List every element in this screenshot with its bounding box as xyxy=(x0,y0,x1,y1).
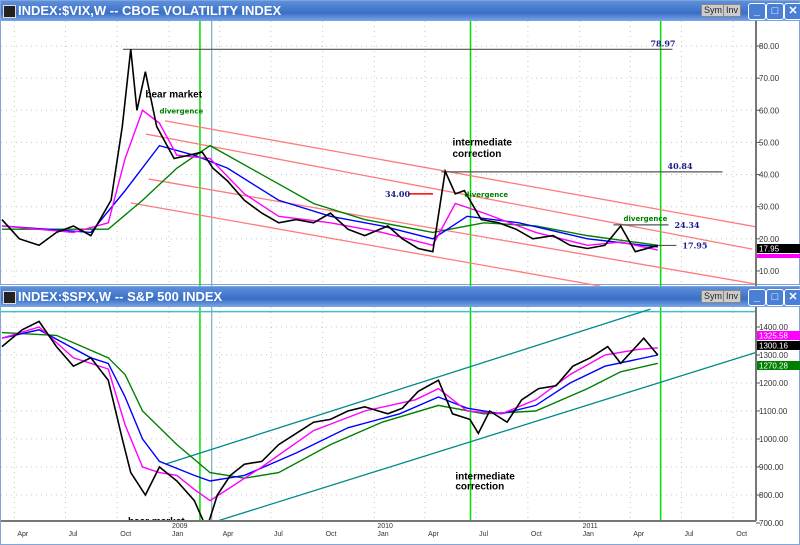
annotation: intermediate xyxy=(455,472,515,483)
spx-chart-pane: INDEX:$SPX,W -- S&P 500 INDEX Sym Inv _ … xyxy=(0,286,800,545)
x-tick-label: Jul xyxy=(274,531,283,538)
inv-button[interactable]: Inv xyxy=(723,290,742,303)
channel-trendline xyxy=(164,120,756,228)
x-tick-label: Apr xyxy=(223,531,235,538)
y-tick-label: 30.00 xyxy=(759,203,780,212)
annotation: bear market xyxy=(145,89,202,100)
channel-trendline xyxy=(145,133,753,250)
y-tick-label: 800.00 xyxy=(759,491,784,500)
price-tag xyxy=(757,341,800,350)
x-tick-label: Apr xyxy=(428,531,440,538)
x-tick-label: Jan xyxy=(172,531,183,538)
spx-title-bar[interactable]: INDEX:$SPX,W -- S&P 500 INDEX Sym Inv _ … xyxy=(1,287,800,307)
x-tick-label: Oct xyxy=(120,531,131,538)
x-tick-year-label: 2010 xyxy=(377,523,393,530)
annotation: bear market xyxy=(128,516,185,527)
y-tick-label: 1400.00 xyxy=(759,323,788,332)
ma-short-series xyxy=(1,109,658,251)
sym-button[interactable]: Sym xyxy=(701,290,725,303)
x-tick-year-label: 2009 xyxy=(172,523,188,530)
y-tick-label: 700.00 xyxy=(759,519,784,528)
level-label: 17.95 xyxy=(682,240,707,250)
annotation: correction xyxy=(453,149,502,160)
annotation: correction xyxy=(455,481,504,492)
minimize-icon[interactable]: _ xyxy=(748,3,766,20)
close-series xyxy=(1,49,659,253)
price-tag-label: 1270.28 xyxy=(759,362,788,371)
y-tick-label: 1000.00 xyxy=(759,435,788,444)
y-tick-label: 1300.00 xyxy=(759,351,788,360)
arrow-label: 34.00 xyxy=(385,189,410,199)
level-label: 78.97 xyxy=(650,38,675,48)
y-tick-label: 50.00 xyxy=(759,138,780,147)
vix-chart-title: INDEX:$VIX,W -- CBOE VOLATILITY INDEX xyxy=(18,3,282,18)
maximize-icon[interactable]: □ xyxy=(766,3,784,20)
vix-chart: 78.97 40.84 24.34 17.95 34.00 bear market dive… xyxy=(1,21,800,286)
x-tick-year-label: 2011 xyxy=(583,523,598,530)
y-tick-label: 1200.00 xyxy=(759,379,788,388)
x-tick-label: Apr xyxy=(17,531,29,538)
ma-long-series xyxy=(1,144,658,246)
y-tick-label: 80.00 xyxy=(759,42,780,51)
vix-title-bar[interactable]: INDEX:$VIX,W -- CBOE VOLATILITY INDEX Sy… xyxy=(1,1,800,21)
x-tick-label: Jul xyxy=(69,531,78,538)
x-tick-label: Oct xyxy=(736,531,747,538)
plot-area: 78.97 40.84 24.34 17.95 34.00 bear market dive… xyxy=(1,21,756,286)
price-tag xyxy=(757,361,800,370)
x-tick-label: Apr xyxy=(633,531,645,538)
ma-mid-series xyxy=(1,329,658,482)
ma-short-series xyxy=(1,326,658,502)
channel-trendline xyxy=(148,178,756,285)
price-tag-label: 1325.58 xyxy=(759,332,788,341)
y-tick-label: 40.00 xyxy=(759,171,780,180)
close-icon[interactable]: ✕ xyxy=(784,3,800,20)
price-tag xyxy=(757,254,800,258)
y-tick-label: 70.00 xyxy=(759,74,780,83)
x-tick-label: Jul xyxy=(479,531,488,538)
price-tag xyxy=(757,244,800,253)
y-tick-label: 60.00 xyxy=(759,106,780,115)
app-icon xyxy=(3,291,16,304)
annotation: divergence xyxy=(159,107,203,115)
y-tick-label: 900.00 xyxy=(759,463,784,472)
x-tick-label: Jan xyxy=(583,531,594,538)
channel-trendline xyxy=(165,308,651,465)
y-tick-label: 1100.00 xyxy=(759,407,788,416)
x-tick-label: Oct xyxy=(531,531,542,538)
price-tag-label: 1300.16 xyxy=(759,342,788,351)
close-icon[interactable]: ✕ xyxy=(784,289,800,306)
y-tick-label: 20.00 xyxy=(759,235,780,244)
x-tick-label: Oct xyxy=(326,531,337,538)
ma-long-series xyxy=(1,331,658,479)
app-icon xyxy=(3,5,16,18)
spx-chart-title: INDEX:$SPX,W -- S&P 500 INDEX xyxy=(18,289,223,304)
x-tick-label: Jan xyxy=(377,531,388,538)
annotation: divergence xyxy=(624,215,668,223)
price-tag-label: 17.95 xyxy=(759,245,780,254)
maximize-icon[interactable]: □ xyxy=(766,289,784,306)
close-series xyxy=(1,320,659,521)
minimize-icon[interactable]: _ xyxy=(748,289,766,306)
inv-button[interactable]: Inv xyxy=(723,4,742,17)
level-label: 24.34 xyxy=(675,220,700,230)
channel-trendline xyxy=(215,351,756,521)
annotation: intermediate xyxy=(453,138,513,149)
sym-button[interactable]: Sym xyxy=(701,4,725,17)
x-tick-label: Jul xyxy=(684,531,693,538)
price-tag xyxy=(757,331,800,340)
channel-trendline xyxy=(130,202,601,286)
level-label: 40.84 xyxy=(668,161,693,171)
y-tick-label: 10.00 xyxy=(759,267,780,276)
annotation: divergence xyxy=(464,191,508,199)
ma-mid-series xyxy=(1,144,658,248)
vix-chart-pane: INDEX:$VIX,W -- CBOE VOLATILITY INDEX Sy… xyxy=(0,0,800,286)
